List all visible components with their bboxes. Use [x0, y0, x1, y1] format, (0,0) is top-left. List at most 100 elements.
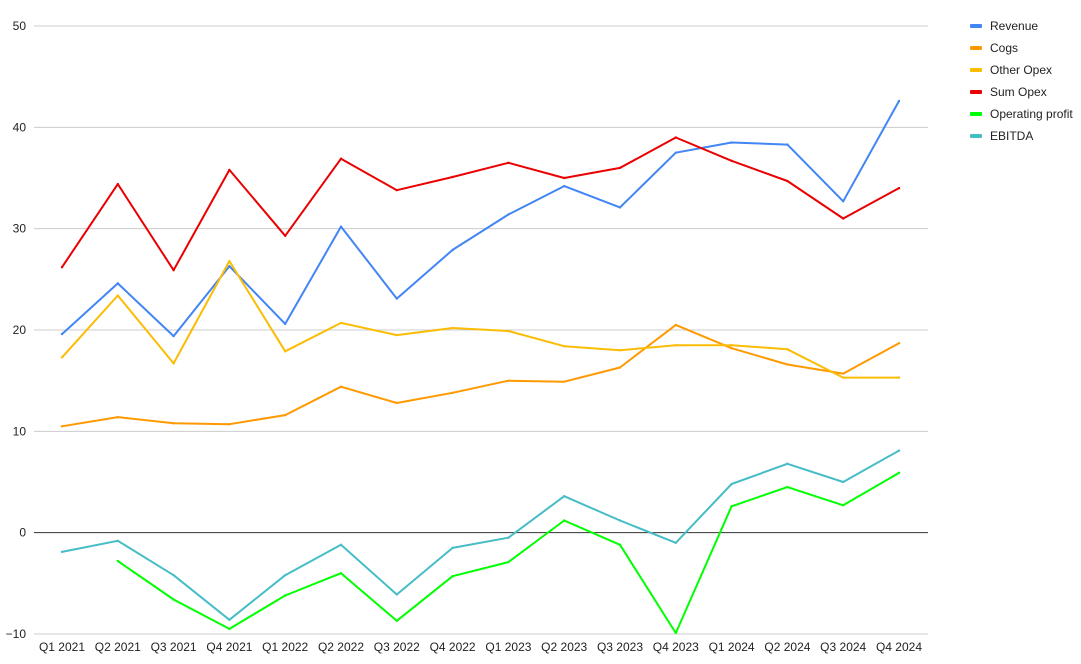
data-point [172, 574, 175, 577]
series-lines [60, 99, 901, 635]
data-point [116, 415, 120, 419]
x-tick-label: Q3 2021 [151, 640, 197, 654]
x-tick-label: Q1 2023 [485, 640, 531, 654]
data-point [339, 543, 343, 547]
x-axis-tick-labels: Q1 2021 Q2 2021 Q3 2021 Q4 2021 Q1 2022 Q2 20… [39, 640, 922, 654]
data-point [395, 297, 398, 300]
series-sum-opex [60, 136, 901, 272]
data-point [451, 546, 454, 550]
data-point [284, 234, 287, 237]
data-point [172, 422, 175, 425]
data-point [563, 519, 566, 522]
data-point [730, 347, 733, 350]
data-point [618, 166, 622, 170]
data-point [842, 376, 845, 379]
legend-label: Sum Opex [990, 85, 1047, 99]
data-point [228, 627, 231, 631]
data-point [563, 494, 566, 498]
x-tick-label: Q4 2021 [206, 640, 252, 654]
data-point [60, 550, 64, 554]
data-point [395, 401, 398, 405]
data-point [284, 594, 287, 597]
data-point [116, 282, 120, 285]
data-point [395, 333, 398, 337]
y-axis-tick-labels: −10 0 10 20 30 40 50 [6, 19, 27, 641]
data-point [618, 543, 622, 547]
x-tick-label: Q1 2024 [709, 640, 755, 654]
data-point [897, 376, 901, 379]
data-point [339, 225, 343, 228]
x-tick-label: Q4 2024 [876, 640, 922, 654]
data-point [618, 349, 622, 352]
data-point [563, 184, 566, 188]
data-point [60, 356, 64, 359]
data-point [842, 480, 845, 484]
data-point [339, 572, 343, 575]
x-tick-label: Q3 2022 [374, 640, 420, 654]
data-point [674, 151, 677, 154]
data-point [507, 329, 510, 333]
x-tick-label: Q2 2021 [95, 640, 141, 654]
legend: Revenue Cogs Other Opex Sum Opex Operating p… [970, 19, 1073, 143]
series-line [116, 471, 900, 634]
data-point [674, 323, 677, 327]
legend-label: EBITDA [990, 129, 1033, 143]
legend-label: Revenue [990, 19, 1038, 33]
data-point [228, 423, 231, 426]
data-point [60, 425, 64, 428]
data-point [395, 619, 398, 623]
series-line [61, 260, 900, 379]
y-tick-label: 50 [13, 19, 27, 33]
legend-item: Cogs [970, 41, 1018, 55]
series-line [61, 449, 900, 621]
data-point [563, 380, 566, 383]
data-point [507, 161, 510, 164]
x-tick-label: Q2 2024 [764, 640, 810, 654]
data-point [60, 265, 64, 269]
data-point [897, 449, 901, 452]
data-point [116, 559, 120, 563]
x-tick-label: Q1 2022 [262, 640, 308, 654]
data-point [786, 485, 789, 489]
legend-item: Sum Opex [970, 85, 1047, 99]
data-point [228, 618, 231, 622]
data-point [563, 176, 566, 180]
data-point [172, 598, 175, 601]
series-cogs [60, 323, 901, 428]
data-point [507, 213, 510, 216]
y-tick-label: 20 [13, 323, 27, 337]
data-point [451, 575, 454, 578]
y-tick-label: 30 [13, 222, 27, 236]
data-point [897, 471, 901, 475]
legend-item: Revenue [970, 19, 1038, 33]
legend-label: Cogs [990, 41, 1018, 55]
data-point [451, 391, 454, 395]
data-point [284, 350, 287, 353]
legend-item: Operating profit [970, 107, 1073, 121]
legend-item: Other Opex [970, 63, 1052, 77]
data-point [172, 269, 175, 272]
series-operating-profit [116, 471, 901, 635]
data-point [284, 322, 287, 326]
data-point [284, 413, 287, 417]
data-point [172, 334, 175, 338]
data-point [842, 200, 845, 203]
data-point [786, 143, 789, 146]
data-point [786, 363, 789, 366]
data-point [897, 99, 901, 103]
data-point [730, 141, 733, 144]
x-tick-label: Q2 2022 [318, 640, 364, 654]
x-tick-label: Q4 2023 [653, 640, 699, 654]
data-point [674, 344, 677, 347]
data-point [451, 326, 454, 330]
data-point [674, 631, 677, 635]
y-tick-label: 40 [13, 120, 27, 134]
data-point [786, 348, 789, 351]
data-point [228, 259, 231, 263]
data-point [897, 186, 901, 190]
data-point [116, 182, 120, 186]
series-line [61, 100, 900, 338]
data-point [284, 574, 287, 577]
x-tick-label: Q4 2022 [430, 640, 476, 654]
legend-swatch [970, 24, 982, 28]
